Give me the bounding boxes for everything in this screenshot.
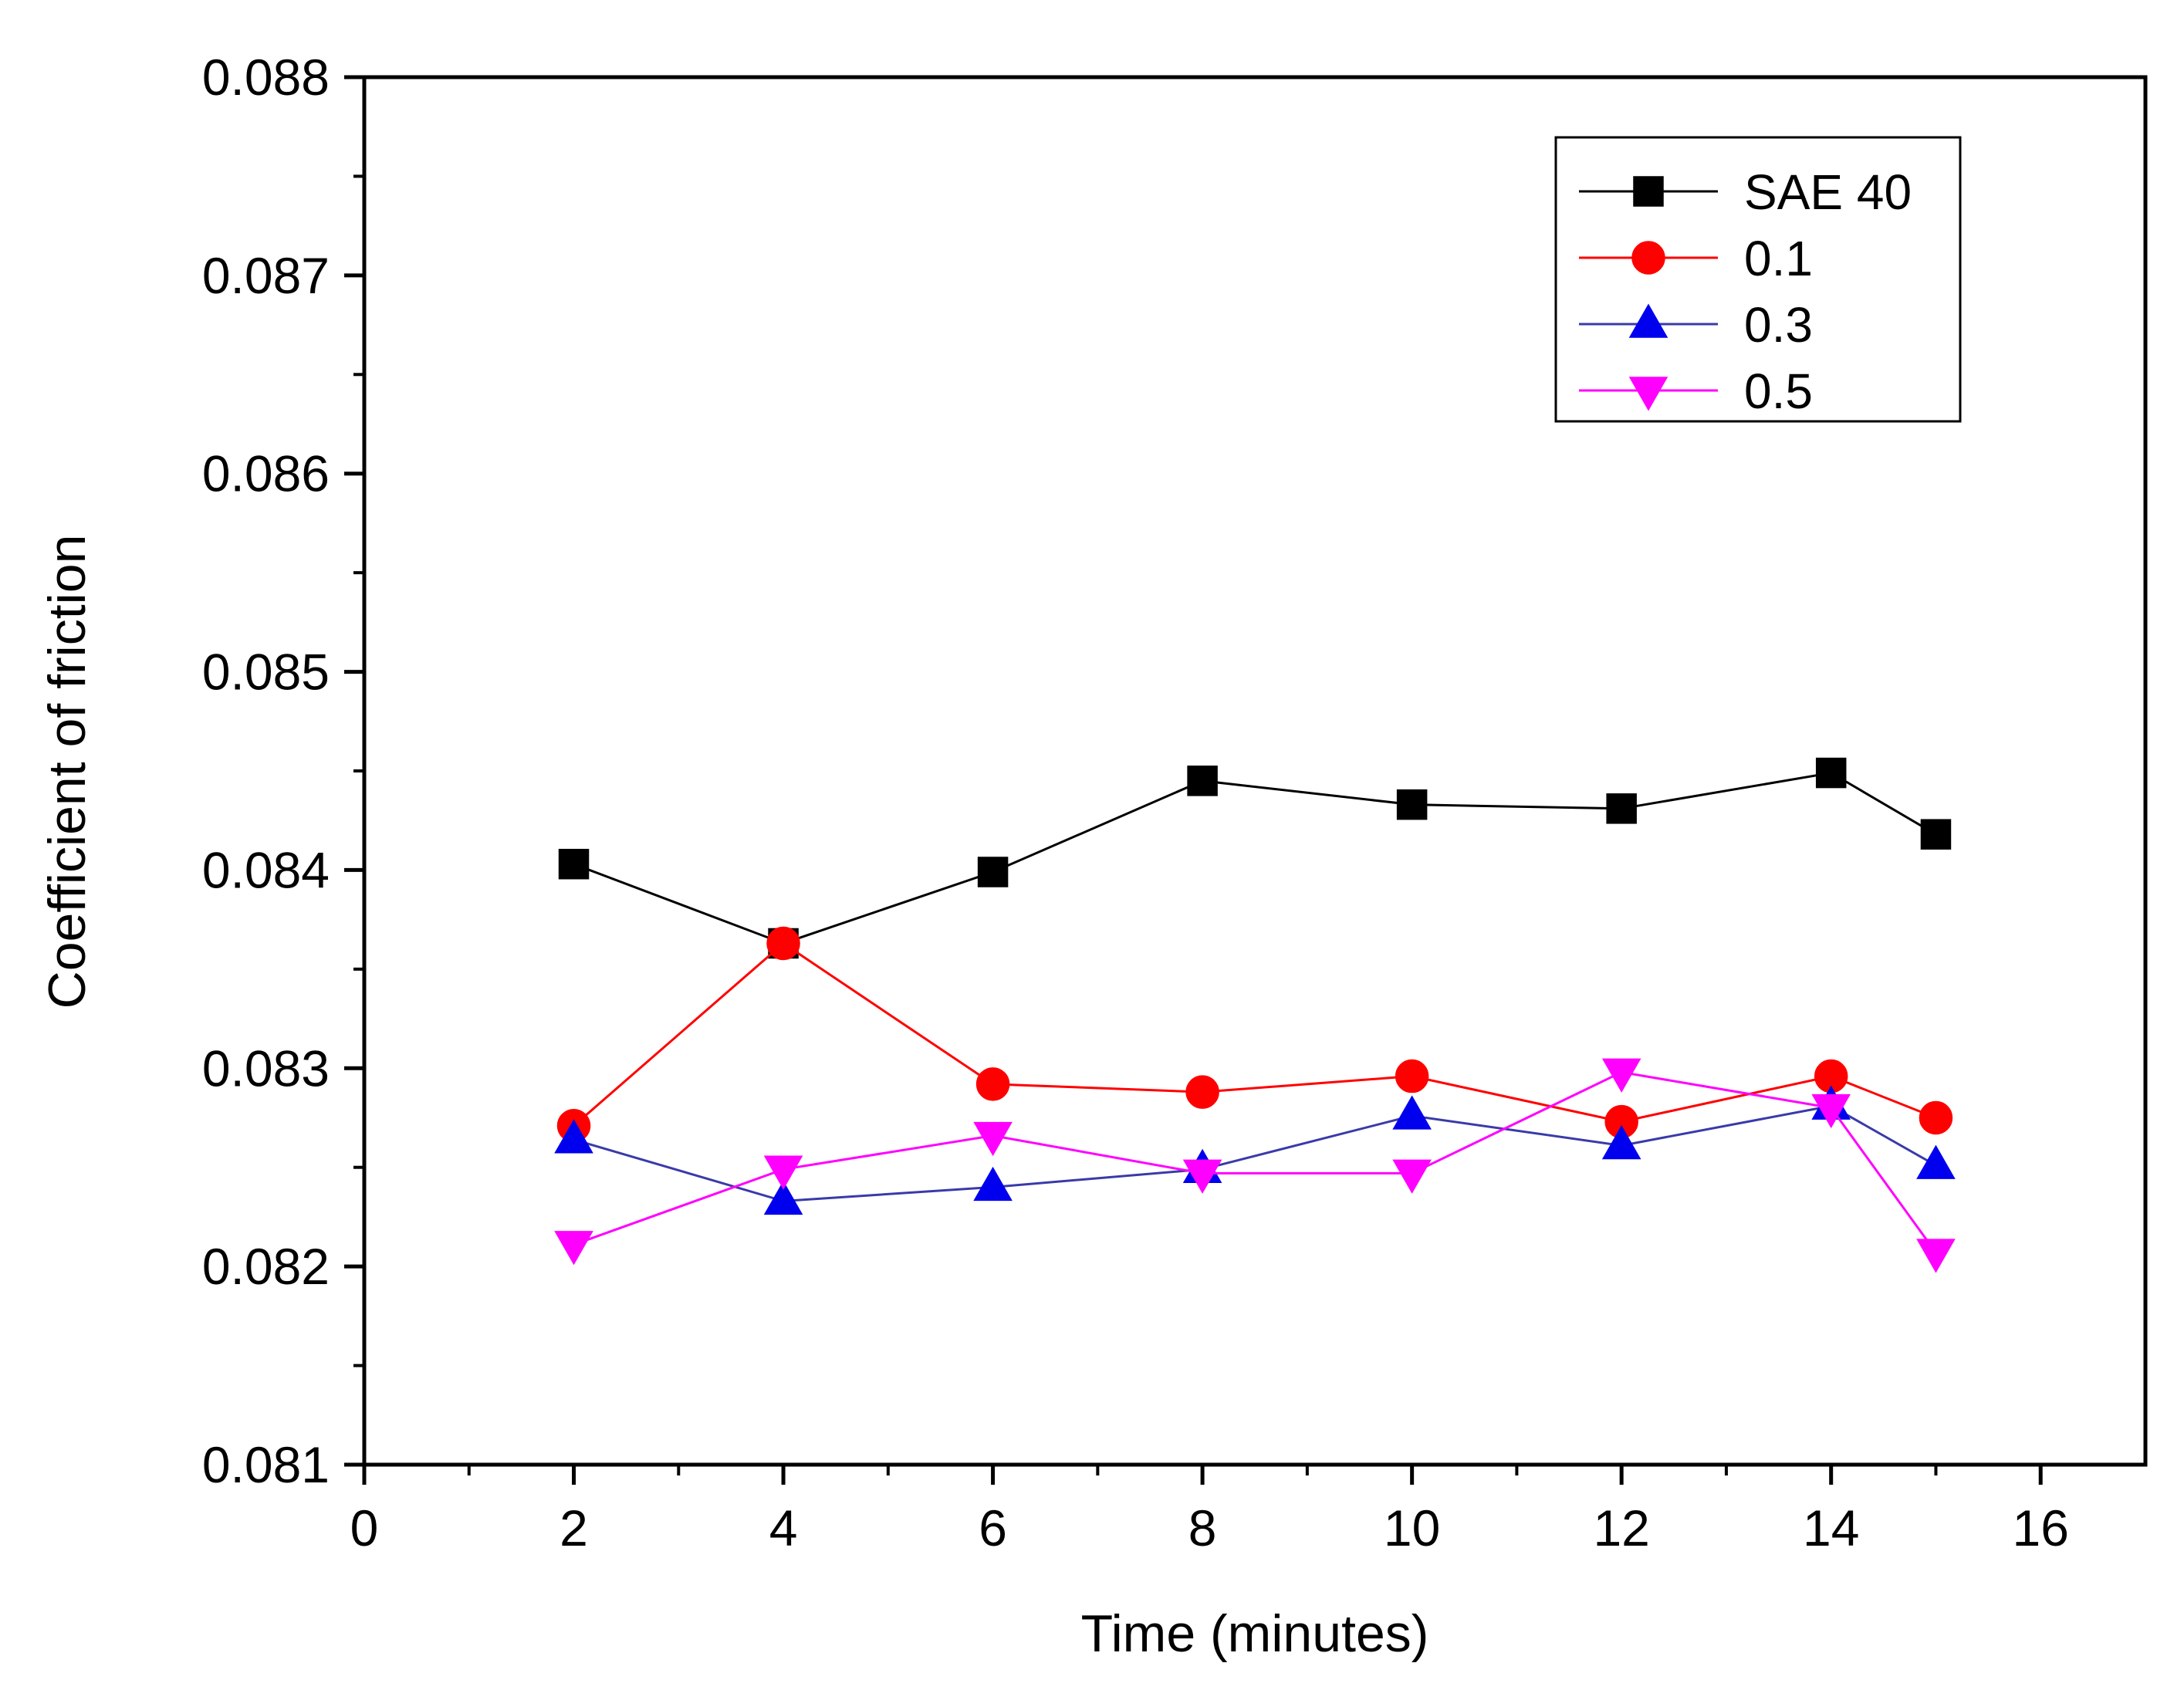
series-0-3 (554, 1085, 1956, 1215)
legend-item: 0.5 (1579, 363, 1813, 419)
data-point (1395, 1059, 1429, 1093)
x-tick-label: 16 (2013, 1499, 2069, 1556)
legend-box (1554, 136, 1962, 423)
legend-label: 0.5 (1744, 363, 1813, 419)
legend-marker (1628, 303, 1668, 338)
data-point (763, 1155, 803, 1190)
data-point (1601, 1124, 1641, 1160)
data-point (975, 1067, 1010, 1101)
data-point (1185, 1075, 1219, 1109)
x-tick-label: 2 (560, 1499, 588, 1556)
data-point (1392, 1159, 1432, 1194)
series-0-5 (554, 1058, 1956, 1273)
x-tick-label: 14 (1803, 1499, 1859, 1556)
y-tick-label: 0.082 (202, 1238, 330, 1295)
legend-label: 0.1 (1744, 231, 1813, 286)
data-point (554, 1119, 593, 1154)
data-point (766, 926, 800, 961)
data-point (1815, 757, 1847, 789)
data-point (1601, 1058, 1641, 1093)
x-tick-label: 12 (1593, 1499, 1649, 1556)
y-tick-label: 0.083 (202, 1039, 330, 1097)
x-tick-label: 4 (769, 1499, 798, 1556)
legend-label: 0.3 (1744, 297, 1813, 353)
data-point (1919, 1100, 1953, 1135)
data-point (977, 857, 1009, 887)
legend-label: SAE 40 (1744, 164, 1912, 220)
data-point (1606, 793, 1637, 824)
y-tick-label: 0.087 (202, 247, 330, 304)
y-tick-label: 0.084 (202, 841, 330, 898)
data-point (973, 1166, 1013, 1202)
y-tick-label: 0.088 (202, 49, 330, 106)
data-point (763, 1180, 803, 1215)
x-tick-label: 10 (1384, 1499, 1440, 1556)
series-line (573, 1070, 1937, 1254)
series-line (573, 771, 1937, 945)
x-axis-title: Time (minutes) (1081, 1604, 1429, 1663)
series-sae-40 (558, 757, 1952, 959)
legend-marker (1628, 377, 1668, 411)
y-tick-label: 0.086 (202, 445, 330, 502)
legend-marker (1631, 241, 1665, 275)
y-axis-title: Coefficient of friction (38, 535, 96, 1009)
data-point (1916, 1239, 1956, 1273)
data-point (1811, 1093, 1851, 1129)
x-axis: 0 2 4 6 8 10 12 14 16 (350, 1465, 2069, 1556)
data-point (1396, 789, 1428, 820)
data-point (1916, 1144, 1956, 1179)
data-point (1182, 1159, 1222, 1194)
legend-item: 0.1 (1579, 231, 1813, 286)
data-point (558, 848, 590, 880)
data-point (973, 1121, 1013, 1157)
legend-item: SAE 40 (1579, 164, 1912, 220)
series-0-1 (556, 926, 1953, 1143)
series-line (573, 1104, 1937, 1202)
data-point (554, 1231, 593, 1266)
series-layer (554, 757, 1956, 1273)
legend: SAE 40 0.1 0.3 0.5 (1554, 136, 1962, 423)
x-tick-label: 8 (1188, 1499, 1217, 1556)
legend-item: 0.3 (1579, 297, 1813, 353)
data-point (1187, 766, 1218, 796)
data-point (1392, 1095, 1432, 1130)
y-tick-label: 0.085 (202, 644, 330, 701)
data-point (1920, 819, 1952, 850)
legend-marker (1633, 176, 1664, 207)
x-tick-label: 6 (979, 1499, 1007, 1556)
x-tick-label: 0 (350, 1499, 379, 1556)
series-line (573, 941, 1937, 1127)
y-tick-label: 0.081 (202, 1436, 330, 1493)
y-axis: 0.081 0.082 0.083 0.084 0.085 0.086 0.087 0.088 (202, 49, 364, 1493)
